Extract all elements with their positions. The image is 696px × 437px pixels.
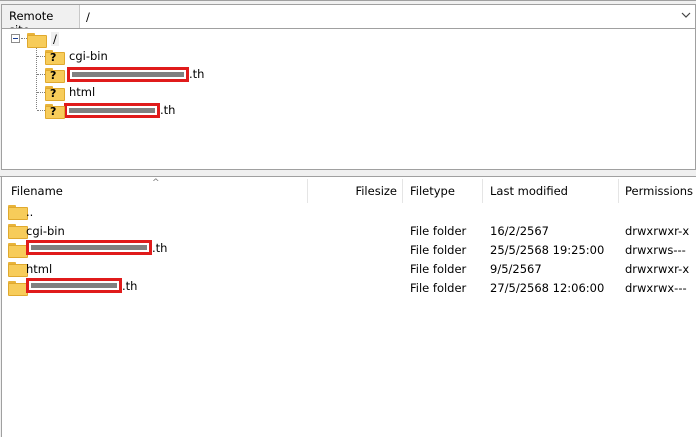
folder-unknown-icon: ? xyxy=(45,103,65,119)
folder-unknown-icon: ? xyxy=(45,85,65,101)
column-header-last-modified[interactable]: Last modified xyxy=(483,179,619,203)
file-type: File folder xyxy=(410,224,467,238)
column-header-filetype[interactable]: Filetype xyxy=(403,179,483,203)
file-name: .th xyxy=(122,278,138,293)
tree-node[interactable]: ? .th xyxy=(45,101,175,119)
tree-node-root[interactable]: / xyxy=(27,30,59,48)
file-name: cgi-bin xyxy=(26,224,65,238)
table-row[interactable]: .. xyxy=(2,202,696,221)
permissions: drwxrwx--- xyxy=(625,281,687,295)
folder-unknown-icon: ? xyxy=(45,67,65,83)
column-header-permissions[interactable]: Permissions xyxy=(625,184,694,198)
last-modified: 25/5/2568 19:25:00 xyxy=(490,243,605,257)
table-row[interactable]: html File folder 9/5/2567 drwxrwxr-x xyxy=(2,259,696,278)
pane-splitter[interactable] xyxy=(0,170,696,177)
remote-directory-tree[interactable]: / ? cgi-bin ? .th ? html ? .th xyxy=(1,28,696,170)
file-name: .th xyxy=(152,240,168,255)
table-row[interactable]: cgi-bin File folder 16/2/2567 drwxrwxr-x xyxy=(2,221,696,240)
folder-open-icon xyxy=(27,32,47,48)
permissions: drwxrwxr-x xyxy=(625,262,690,276)
chevron-down-icon[interactable] xyxy=(681,10,691,20)
tree-node[interactable]: ? html xyxy=(45,83,95,101)
table-row[interactable]: .th File folder 25/5/2568 19:25:00 drwxr… xyxy=(2,240,696,259)
redacted-block xyxy=(67,66,189,82)
file-name: .. xyxy=(26,205,34,219)
file-type: File folder xyxy=(410,281,467,295)
folder-icon xyxy=(8,281,28,296)
folder-unknown-icon: ? xyxy=(45,49,65,65)
folder-icon xyxy=(8,224,28,239)
tree-node[interactable]: ? cgi-bin xyxy=(45,47,108,65)
file-type: File folder xyxy=(410,262,467,276)
file-name: html xyxy=(26,262,53,276)
collapse-icon[interactable] xyxy=(11,34,20,43)
folder-icon xyxy=(8,205,28,220)
remote-path-input[interactable] xyxy=(80,5,695,28)
permissions: drwxrwxr-x xyxy=(625,224,690,238)
remote-file-list[interactable]: Filename ^ Filesize Filetype Last modifi… xyxy=(1,177,696,437)
last-modified: 9/5/2567 xyxy=(490,262,542,276)
column-header-filename[interactable]: Filename ^ xyxy=(2,178,308,203)
folder-icon xyxy=(8,262,28,277)
remote-site-label: Remote site: xyxy=(2,5,80,37)
redacted-block xyxy=(26,240,152,255)
folder-icon xyxy=(8,243,28,258)
permissions: drwxrws--- xyxy=(625,243,686,257)
tree-node[interactable]: ? .th xyxy=(45,65,204,83)
redacted-block xyxy=(64,102,160,118)
last-modified: 27/5/2568 12:06:00 xyxy=(490,281,605,295)
last-modified: 16/2/2567 xyxy=(490,224,549,238)
redacted-block xyxy=(26,278,122,293)
top-border xyxy=(0,0,696,4)
file-type: File folder xyxy=(410,243,467,257)
table-row[interactable]: .th File folder 27/5/2568 12:06:00 drwxr… xyxy=(2,278,696,297)
remote-site-bar: Remote site: xyxy=(1,4,696,37)
column-header-filesize[interactable]: Filesize xyxy=(308,179,403,203)
chevron-up-icon: ^ xyxy=(152,178,160,188)
